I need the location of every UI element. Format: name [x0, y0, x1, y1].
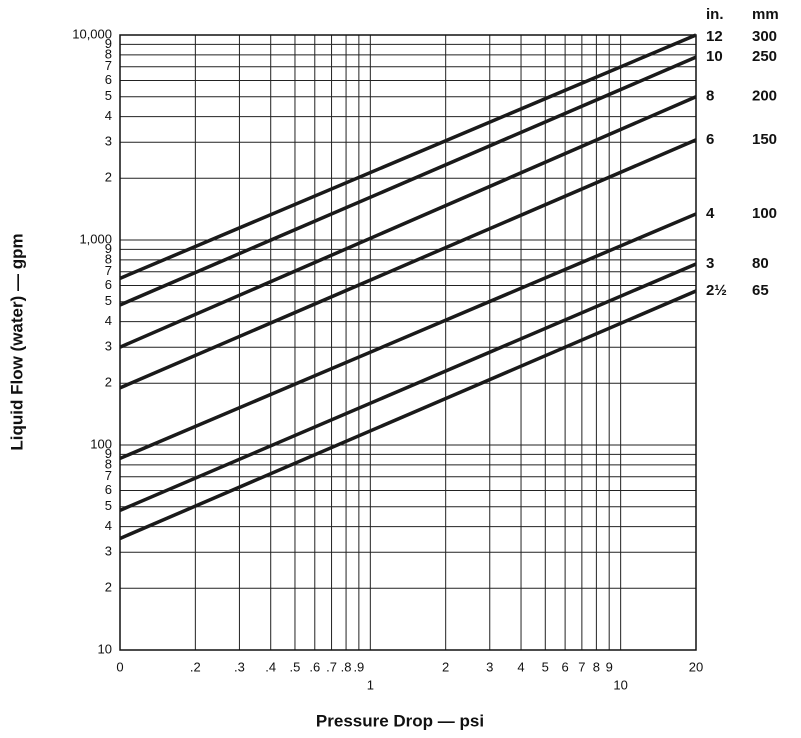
y-tick-label: 10	[98, 641, 112, 656]
size-header: in.	[706, 6, 724, 23]
series-line	[119, 95, 697, 349]
x-tick-label: .5	[290, 659, 301, 674]
y-tick-label: 9	[105, 241, 112, 256]
size-label-in: 3	[706, 255, 714, 272]
y-tick-label: 2	[105, 170, 112, 185]
y-tick-label: 4	[105, 108, 112, 123]
y-tick-label: 8	[105, 251, 112, 266]
size-label-mm: 100	[752, 205, 777, 222]
x-tick-label: 20	[689, 659, 703, 674]
y-tick-label: 8	[105, 456, 112, 471]
size-label-mm: 80	[752, 255, 769, 272]
series-line	[119, 289, 697, 541]
y-tick-label: 9	[105, 446, 112, 461]
y-tick-label: 7	[105, 468, 112, 483]
size-label-mm: 65	[752, 282, 769, 299]
x-tick-label: 2	[442, 659, 449, 674]
series-line	[119, 138, 697, 390]
y-tick-label: 10,000	[72, 26, 112, 41]
y-axis-title: Liquid Flow (water) — gpm	[7, 233, 26, 450]
x-axis-title: Pressure Drop — psi	[316, 711, 484, 730]
x-tick-label: 10	[613, 677, 627, 692]
y-tick-label: 3	[105, 339, 112, 354]
plot-frame	[119, 34, 697, 651]
series-line	[119, 55, 697, 307]
x-tick-label: 0	[116, 659, 123, 674]
x-tick-label: 5	[542, 659, 549, 674]
size-label-in: 4	[706, 205, 715, 222]
y-tick-label: 3	[105, 544, 112, 559]
x-tick-label: .6	[309, 659, 320, 674]
y-tick-label: 4	[105, 518, 112, 533]
y-tick-label: 6	[105, 72, 112, 87]
series-line	[119, 33, 697, 280]
x-tick-label: 1	[367, 677, 374, 692]
x-tick-label: 7	[578, 659, 585, 674]
size-label-in: 8	[706, 88, 714, 105]
x-tick-label: 9	[606, 659, 613, 674]
y-tick-label: 7	[105, 58, 112, 73]
y-tick-label: 100	[90, 436, 112, 451]
size-label-mm: 150	[752, 131, 777, 148]
x-tick-label: .2	[190, 659, 201, 674]
x-tick-label: .4	[265, 659, 276, 674]
size-label-mm: 300	[752, 28, 777, 45]
size-label-in: 6	[706, 131, 714, 148]
size-label-in: 12	[706, 28, 723, 45]
y-tick-label: 2	[105, 580, 112, 595]
y-tick-label: 2	[105, 375, 112, 390]
y-tick-label: 5	[105, 88, 112, 103]
x-tick-label: .8	[341, 659, 352, 674]
size-label-in: 10	[706, 48, 723, 65]
size-label-mm: 250	[752, 48, 777, 65]
y-tick-label: 4	[105, 313, 112, 328]
y-tick-label: 1,000	[79, 231, 112, 246]
y-tick-label: 7	[105, 263, 112, 278]
y-tick-label: 9	[105, 36, 112, 51]
series-line	[119, 212, 697, 461]
x-tick-label: .9	[353, 659, 364, 674]
x-tick-label: 6	[561, 659, 568, 674]
y-tick-label: 5	[105, 498, 112, 513]
y-tick-label: 3	[105, 134, 112, 149]
size-header: mm	[752, 6, 779, 23]
y-tick-label: 6	[105, 277, 112, 292]
y-tick-label: 8	[105, 46, 112, 61]
x-tick-label: 8	[593, 659, 600, 674]
y-tick-label: 5	[105, 293, 112, 308]
x-tick-label: .3	[234, 659, 245, 674]
x-tick-label: 4	[517, 659, 524, 674]
x-tick-label: .7	[326, 659, 337, 674]
series-line	[119, 262, 697, 512]
size-label-in: 2½	[706, 282, 727, 299]
y-tick-label: 6	[105, 482, 112, 497]
x-tick-label: 3	[486, 659, 493, 674]
size-label-mm: 200	[752, 88, 777, 105]
